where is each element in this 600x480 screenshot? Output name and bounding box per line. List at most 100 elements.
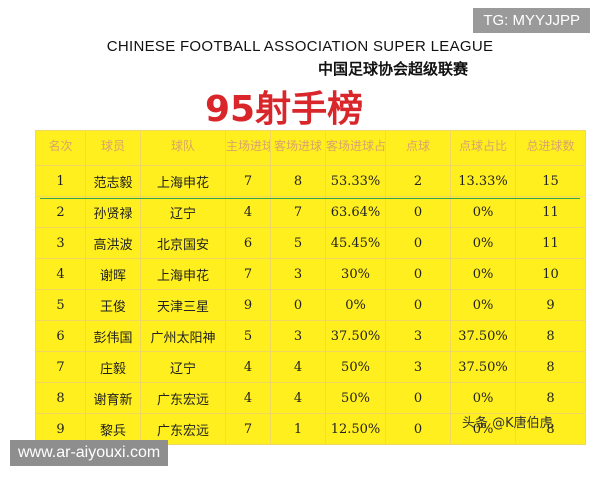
table-cell: 30% [325,258,386,290]
table-cell: 辽宁 [140,196,226,228]
table-cell: 37.50% [450,320,516,352]
title: 95射手榜 [205,89,364,130]
table-cell: 4 [225,196,271,228]
table-cell: 7 [225,165,271,197]
table-cell: 45.45% [325,227,386,259]
table-row: 1 范志毅 上海申花 7 8 53.33% 2 13.33% 15 [35,165,586,197]
watermark-url: www.ar-aiyouxi.com [10,440,169,466]
table-cell: 广州太阳神 [140,320,226,352]
table-cell: 彭伟国 [85,320,141,352]
header-cell: 点球占比 [450,130,516,166]
table-cell: 6 [225,227,271,259]
table-cell: 50% [325,351,386,383]
header-cell: 总进球数 [515,130,586,166]
table-row: 3 高洪波 北京国安 6 5 45.45% 0 0% 11 [35,227,586,259]
green-line [40,198,580,199]
header-cell: 点球 [385,130,451,166]
table-cell: 37.50% [325,320,386,352]
table-cell: 8 [515,320,586,352]
table-cell: 8 [515,382,586,414]
header-cell: 客场进球占比 [325,130,386,166]
table-row: 2 孙贤禄 辽宁 4 7 63.64% 0 0% 11 [35,196,586,228]
table-cell: 0% [325,289,386,321]
table-row: 6 彭伟国 广州太阳神 5 3 37.50% 3 37.50% 8 [35,320,586,352]
table-cell: 13.33% [450,165,516,197]
table-cell: 2 [385,165,451,197]
table-cell: 0 [385,227,451,259]
table-cell: 上海申花 [140,258,226,290]
table-row: 8 谢育新 广东宏远 4 4 50% 0 0% 8 [35,382,586,414]
table-row: 9 黎兵 广东宏远 7 1 12.50% 0 0% 8 [35,413,586,445]
table-cell: 3 [385,351,451,383]
table-cell: 0 [385,258,451,290]
table-cell: 8 [270,165,326,197]
table-cell: 5 [270,227,326,259]
table-cell: 0 [385,289,451,321]
table-cell: 53.33% [325,165,386,197]
table-cell: 1 [35,165,86,197]
header-cell: 客场进球 [270,130,326,166]
table-cell: 4 [225,351,271,383]
table-cell: 8 [515,413,586,445]
table-cell: 高洪波 [85,227,141,259]
table-cell: 0% [450,382,516,414]
table-cell: 庄毅 [85,351,141,383]
table-cell: 7 [225,413,271,445]
table-row: 7 庄毅 辽宁 4 4 50% 3 37.50% 8 [35,351,586,383]
table-cell: 3 [35,227,86,259]
table-cell: 3 [270,320,326,352]
table-cell: 0 [385,382,451,414]
table-cell: 辽宁 [140,351,226,383]
table-cell: 0% [450,413,516,445]
table-cell: 孙贤禄 [85,196,141,228]
table-cell: 11 [515,227,586,259]
header-cell: 球员 [85,130,141,166]
table-cell: 7 [225,258,271,290]
scorer-table: 名次球员球队主场进球客场进球客场进球占比点球点球占比总进球数1范志毅上海申花78… [35,130,586,445]
table-cell: 1 [270,413,326,445]
table-cell: 5 [225,320,271,352]
subtitle-en: CHINESE FOOTBALL ASSOCIATION SUPER LEAGU… [106,38,494,55]
table-cell: 4 [225,382,271,414]
table-cell: 11 [515,196,586,228]
table-cell: 王俊 [85,289,141,321]
header-cell: 名次 [35,130,86,166]
header-row: 名次球员球队主场进球客场进球客场进球占比点球点球占比总进球数 [35,130,586,166]
table-cell: 0% [450,289,516,321]
table-cell: 2 [35,196,86,228]
table-cell: 8 [515,351,586,383]
table-row: 5 王俊 天津三星 9 0 0% 0 0% 9 [35,289,586,321]
table-cell: 37.50% [450,351,516,383]
table-cell: 范志毅 [85,165,141,197]
table-cell: 10 [515,258,586,290]
table-cell: 63.64% [325,196,386,228]
table-cell: 北京国安 [140,227,226,259]
table-cell: 0 [385,196,451,228]
table-cell: 0% [450,227,516,259]
table-cell: 7 [35,351,86,383]
table-cell: 12.50% [325,413,386,445]
table-cell: 上海申花 [140,165,226,197]
table-cell: 谢晖 [85,258,141,290]
table-cell: 9 [225,289,271,321]
table-cell: 0 [270,289,326,321]
header-cell: 球队 [140,130,226,166]
table-cell: 5 [35,289,86,321]
table-cell: 广东宏远 [140,382,226,414]
table-cell: 50% [325,382,386,414]
table-cell: 0 [385,413,451,445]
table-cell: 0% [450,196,516,228]
table-cell: 15 [515,165,586,197]
table-cell: 7 [270,196,326,228]
subtitle-cn: 中国足球协会超级联赛 [318,60,469,78]
watermark-author: 头条 @K唐伯虎 [462,416,553,431]
table-cell: 9 [35,413,86,445]
table-cell: 4 [35,258,86,290]
table-cell: 6 [35,320,86,352]
table-cell: 8 [35,382,86,414]
table-cell: 3 [270,258,326,290]
table-cell: 9 [515,289,586,321]
header-cell: 主场进球 [225,130,271,166]
table-cell: 3 [385,320,451,352]
